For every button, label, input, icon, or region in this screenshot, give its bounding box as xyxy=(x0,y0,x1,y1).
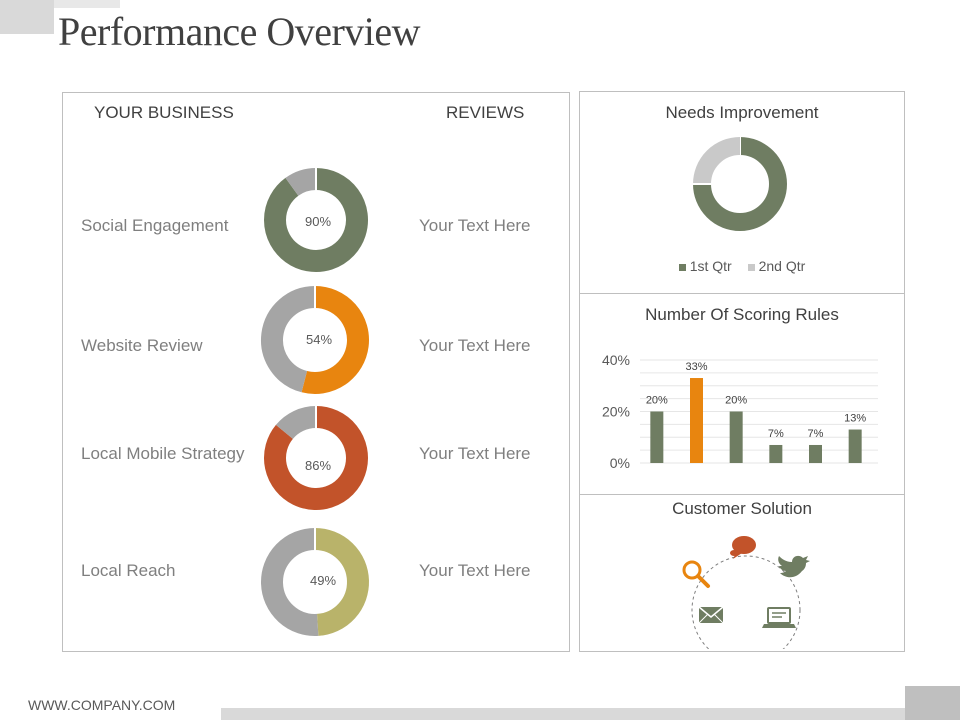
needs-slice-1st-qtr xyxy=(693,137,787,231)
needs-slice-2nd-qtr xyxy=(693,137,741,185)
chat-bubble-icon xyxy=(730,536,756,559)
decor-corner-top-left xyxy=(0,0,54,34)
bar-4 xyxy=(769,444,783,463)
donut-label-local-reach: 49% xyxy=(309,573,337,588)
legend-label-2nd-qtr: 2nd Qtr xyxy=(758,258,806,274)
donut-local-mobile-strategy xyxy=(264,405,368,510)
business-reviews-panel: YOUR BUSINESS REVIEWS Social Engagement … xyxy=(62,92,570,652)
search-icon xyxy=(682,560,710,588)
customer-solution-title: Customer Solution xyxy=(672,499,812,518)
donut-local-reach xyxy=(261,527,369,636)
needs-improvement-legend: 1st Qtr 2nd Qtr xyxy=(580,258,904,274)
page-title: Performance Overview xyxy=(58,9,421,54)
donut-label-local-mobile-strategy: 86% xyxy=(304,458,332,473)
reviews-heading: REVIEWS xyxy=(446,103,525,122)
bar-5 xyxy=(809,444,822,463)
y-tick-label: 40% xyxy=(602,352,630,368)
donut-0-rest-arc xyxy=(285,168,317,197)
customer-solution-cycle-diagram xyxy=(682,536,810,649)
footer-website: WWW.COMPANY.COM xyxy=(28,697,176,713)
row-label-website-review: Website Review xyxy=(81,336,203,355)
donut-3-value-arc xyxy=(314,528,369,636)
bar-data-label: 7% xyxy=(808,428,824,440)
row-label-social-engagement: Social Engagement xyxy=(81,216,229,235)
cycle-dashed-ring xyxy=(691,555,801,649)
footer-bar xyxy=(221,708,911,720)
bar-data-label: 7% xyxy=(768,428,784,440)
legend-item-2nd-qtr: 2nd Qtr xyxy=(747,258,806,274)
donut-1-rest-arc xyxy=(261,286,316,393)
bar-data-label: 33% xyxy=(685,361,707,373)
bar-3 xyxy=(729,411,743,463)
row-review-local-reach: Your Text Here xyxy=(419,561,531,580)
row-review-social-engagement: Your Text Here xyxy=(419,216,531,235)
bar-1 xyxy=(650,411,664,463)
your-business-heading: YOUR BUSINESS xyxy=(94,103,234,122)
y-tick-label: 0% xyxy=(610,455,630,471)
bar-2 xyxy=(690,378,703,463)
bar-data-label: 20% xyxy=(725,395,747,407)
donut-1-value-arc xyxy=(301,286,369,394)
donut-social-engagement xyxy=(264,167,368,272)
donut-2-value-arc xyxy=(264,406,368,510)
bar-data-label: 13% xyxy=(844,413,866,425)
decor-strip-top xyxy=(54,0,120,8)
donut-0-value-arc xyxy=(264,168,368,272)
bar-data-label: 20% xyxy=(646,395,668,407)
needs-improvement-panel: Needs Improvement 1st Qtr 2nd Qtr xyxy=(579,91,905,295)
row-label-local-reach: Local Reach xyxy=(81,561,176,580)
bar-6 xyxy=(848,429,862,463)
legend-item-1st-qtr: 1st Qtr xyxy=(678,258,732,274)
legend-label-1st-qtr: 1st Qtr xyxy=(689,258,732,274)
donut-label-social-engagement: 90% xyxy=(304,214,332,229)
donut-3-rest-arc xyxy=(261,528,319,636)
legend-swatch-2nd-qtr xyxy=(747,263,755,271)
donut-website-review xyxy=(261,285,369,394)
needs-improvement-donut xyxy=(692,136,787,231)
row-label-local-mobile-strategy: Local Mobile Strategy xyxy=(81,444,245,463)
needs-improvement-title: Needs Improvement xyxy=(665,103,819,122)
scoring-rules-panel: Number Of Scoring Rules 0% 20% 40% 20% 33% 20… xyxy=(579,293,905,496)
twitter-bird-icon xyxy=(778,555,810,578)
envelope-icon xyxy=(698,606,724,624)
customer-solution-panel: Customer Solution xyxy=(579,494,905,652)
decor-corner-bottom-right xyxy=(905,686,960,720)
row-review-website-review: Your Text Here xyxy=(419,336,531,355)
scoring-rules-title: Number Of Scoring Rules xyxy=(645,305,839,324)
laptop-message-icon xyxy=(762,607,796,628)
donut-label-website-review: 54% xyxy=(305,332,333,347)
y-tick-label: 20% xyxy=(602,404,630,420)
donut-2-rest-arc xyxy=(275,406,317,440)
row-review-local-mobile-strategy: Your Text Here xyxy=(419,444,531,463)
legend-swatch-1st-qtr xyxy=(678,263,686,271)
scoring-rules-bar-chart: 0% 20% 40% 20% 33% 20% 7% 7% 13% xyxy=(602,352,878,471)
